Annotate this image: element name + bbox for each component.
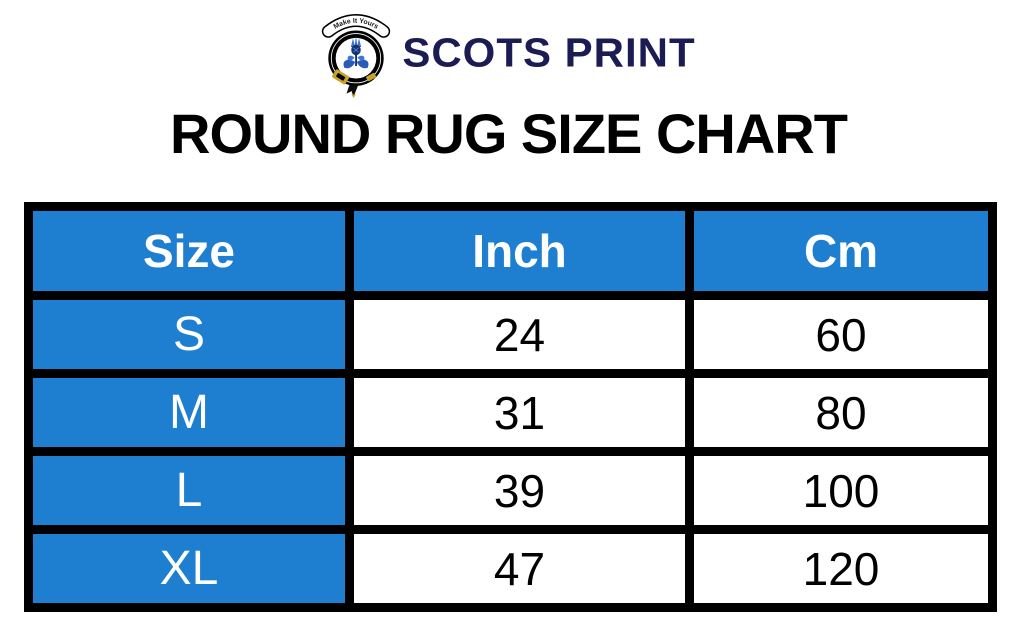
cm-value: 120 <box>685 525 997 612</box>
size-label: L <box>24 447 354 534</box>
brand-crest-logo: Make It Yours <box>322 14 391 98</box>
table-row: L 39 100 <box>24 447 997 534</box>
size-label: M <box>24 369 354 456</box>
page-title: ROUND RUG SIZE CHART <box>170 102 848 165</box>
table-row: S 24 60 <box>24 291 997 378</box>
column-header-cm: Cm <box>685 202 997 300</box>
size-label: S <box>24 291 354 378</box>
brand-header: Make It Yours SCOTS PRINT <box>0 8 1017 98</box>
thistle-icon <box>343 35 369 69</box>
table-row: M 31 80 <box>24 369 997 456</box>
belt-keeper <box>366 72 377 82</box>
belt-buckle <box>332 69 350 85</box>
cm-value: 80 <box>685 369 997 456</box>
table-header-row: Size Inch Cm <box>24 202 997 300</box>
column-header-size: Size <box>24 202 354 300</box>
column-header-inch: Inch <box>345 202 694 300</box>
cm-value: 100 <box>685 447 997 534</box>
inch-value: 31 <box>345 369 694 456</box>
inch-value: 39 <box>345 447 694 534</box>
size-chart-table: Size Inch Cm S 24 60 M 31 80 L 39 100 XL… <box>24 202 997 612</box>
inch-value: 24 <box>345 291 694 378</box>
table-row: XL 47 120 <box>24 525 997 612</box>
cm-value: 60 <box>685 291 997 378</box>
brand-name: SCOTS PRINT <box>402 29 696 76</box>
size-label: XL <box>24 525 354 612</box>
motto-banner: Make It Yours <box>322 14 391 38</box>
inch-value: 47 <box>345 525 694 612</box>
